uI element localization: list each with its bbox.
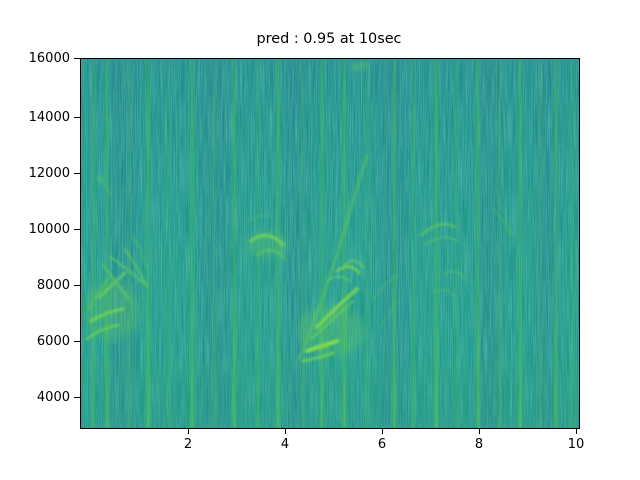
y-tick-mark: [74, 58, 80, 59]
page-title: pred : 0.95 at 10sec: [256, 31, 402, 47]
x-tick-label: 10: [567, 437, 585, 452]
x-tick-label: 8: [474, 437, 484, 452]
y-tick-label: 16000: [28, 51, 70, 66]
x-tick-label: 6: [377, 437, 387, 452]
y-tick-label: 14000: [28, 110, 70, 125]
x-tick-label: 2: [183, 437, 193, 452]
y-tick-mark: [74, 285, 80, 286]
x-tick-mark: [382, 428, 383, 434]
x-tick-mark: [188, 428, 189, 434]
y-tick-mark: [74, 117, 80, 118]
y-tick-label: 6000: [36, 334, 70, 349]
x-tick-label: 4: [280, 437, 290, 452]
y-tick-label: 12000: [28, 166, 70, 181]
spectrogram-heatmap: [81, 59, 579, 428]
y-tick-mark: [74, 229, 80, 230]
y-tick-label: 10000: [28, 222, 70, 237]
y-tick-mark: [74, 397, 80, 398]
y-tick-label: 4000: [36, 390, 70, 405]
spectrogram-axes: [80, 58, 580, 429]
y-tick-mark: [74, 173, 80, 174]
x-tick-mark: [576, 428, 577, 434]
x-tick-mark: [479, 428, 480, 434]
y-tick-label: 8000: [36, 278, 70, 293]
y-tick-mark: [74, 341, 80, 342]
x-tick-mark: [285, 428, 286, 434]
